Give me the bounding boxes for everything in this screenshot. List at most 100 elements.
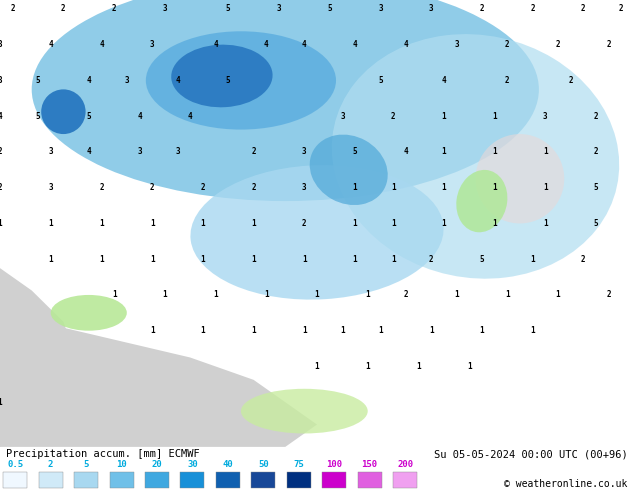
Text: 5: 5: [36, 76, 41, 85]
Text: 2: 2: [99, 183, 104, 192]
Text: 1: 1: [314, 362, 320, 371]
Text: 1: 1: [543, 183, 548, 192]
Polygon shape: [0, 268, 76, 447]
Text: 3: 3: [175, 147, 180, 156]
Bar: [322, 472, 346, 488]
Text: 1: 1: [391, 183, 396, 192]
Text: 3: 3: [429, 4, 434, 13]
Text: 1: 1: [162, 291, 167, 299]
Ellipse shape: [332, 34, 619, 279]
Text: 2: 2: [391, 112, 396, 121]
Text: 2: 2: [112, 4, 117, 13]
Text: 5: 5: [327, 4, 332, 13]
Text: 1: 1: [302, 255, 307, 264]
Text: 1: 1: [441, 147, 446, 156]
Ellipse shape: [171, 45, 273, 107]
Text: 0.5: 0.5: [7, 460, 23, 469]
Text: Su 05-05-2024 00:00 UTC (00+96): Su 05-05-2024 00:00 UTC (00+96): [434, 449, 628, 459]
Ellipse shape: [41, 89, 86, 134]
Ellipse shape: [190, 165, 444, 299]
Bar: [110, 472, 134, 488]
Text: 5: 5: [479, 255, 484, 264]
Bar: [216, 472, 240, 488]
Text: 2: 2: [530, 4, 535, 13]
Text: 1: 1: [492, 183, 497, 192]
Text: 1: 1: [441, 112, 446, 121]
Text: 4: 4: [0, 112, 3, 121]
Text: 3: 3: [454, 40, 459, 49]
Text: 2: 2: [555, 40, 560, 49]
Text: 20: 20: [152, 460, 162, 469]
Text: 3: 3: [302, 147, 307, 156]
Bar: [393, 472, 417, 488]
Bar: [39, 472, 63, 488]
Text: 1: 1: [391, 255, 396, 264]
Bar: [251, 472, 275, 488]
Text: 1: 1: [150, 219, 155, 228]
Polygon shape: [0, 313, 317, 447]
Text: 1: 1: [365, 291, 370, 299]
Text: 3: 3: [150, 40, 155, 49]
Text: 1: 1: [391, 219, 396, 228]
Text: 2: 2: [302, 219, 307, 228]
Text: 1: 1: [314, 291, 320, 299]
Text: 1: 1: [416, 362, 421, 371]
Text: 3: 3: [543, 112, 548, 121]
Ellipse shape: [241, 389, 368, 434]
Text: 1: 1: [492, 219, 497, 228]
Text: 100: 100: [326, 460, 342, 469]
Text: 1: 1: [353, 219, 358, 228]
Text: 5: 5: [593, 219, 598, 228]
Text: 1: 1: [530, 255, 535, 264]
Text: 1: 1: [467, 362, 472, 371]
Text: Precipitation accum. [mm] ECMWF: Precipitation accum. [mm] ECMWF: [6, 449, 200, 459]
Bar: [358, 472, 382, 488]
Text: 1: 1: [213, 291, 218, 299]
Text: 1: 1: [264, 291, 269, 299]
Text: 5: 5: [84, 460, 89, 469]
Text: 3: 3: [302, 183, 307, 192]
Text: 1: 1: [492, 147, 497, 156]
Text: 1: 1: [441, 183, 446, 192]
Text: 1: 1: [530, 326, 535, 335]
Text: 2: 2: [606, 40, 611, 49]
Text: 40: 40: [223, 460, 233, 469]
Text: 75: 75: [294, 460, 304, 469]
Text: 3: 3: [0, 76, 3, 85]
Text: 5: 5: [353, 147, 358, 156]
Text: 3: 3: [48, 147, 53, 156]
Text: 5: 5: [593, 183, 598, 192]
Bar: [74, 472, 98, 488]
Text: 5: 5: [226, 76, 231, 85]
Text: 3: 3: [162, 4, 167, 13]
Text: 1: 1: [0, 398, 3, 407]
Text: 3: 3: [276, 4, 281, 13]
Text: 1: 1: [340, 326, 345, 335]
Text: © weatheronline.co.uk: © weatheronline.co.uk: [504, 479, 628, 489]
Text: 1: 1: [200, 219, 205, 228]
Text: 1: 1: [479, 326, 484, 335]
Text: 1: 1: [555, 291, 560, 299]
Bar: [287, 472, 311, 488]
Text: 1: 1: [200, 326, 205, 335]
Text: 2: 2: [581, 4, 586, 13]
Text: 3: 3: [378, 4, 383, 13]
Text: 1: 1: [365, 362, 370, 371]
Bar: [145, 472, 169, 488]
Text: 2: 2: [150, 183, 155, 192]
Text: 1: 1: [454, 291, 459, 299]
Text: 4: 4: [353, 40, 358, 49]
Text: 1: 1: [48, 255, 53, 264]
Text: 50: 50: [258, 460, 269, 469]
Text: 1: 1: [353, 255, 358, 264]
Text: 5: 5: [378, 76, 383, 85]
Text: 2: 2: [10, 4, 15, 13]
Text: 2: 2: [606, 291, 611, 299]
Text: 1: 1: [99, 219, 104, 228]
Bar: [3, 472, 27, 488]
Text: 1: 1: [251, 219, 256, 228]
Text: 2: 2: [505, 76, 510, 85]
Text: 200: 200: [397, 460, 413, 469]
Text: 4: 4: [137, 112, 142, 121]
Text: 4: 4: [175, 76, 180, 85]
